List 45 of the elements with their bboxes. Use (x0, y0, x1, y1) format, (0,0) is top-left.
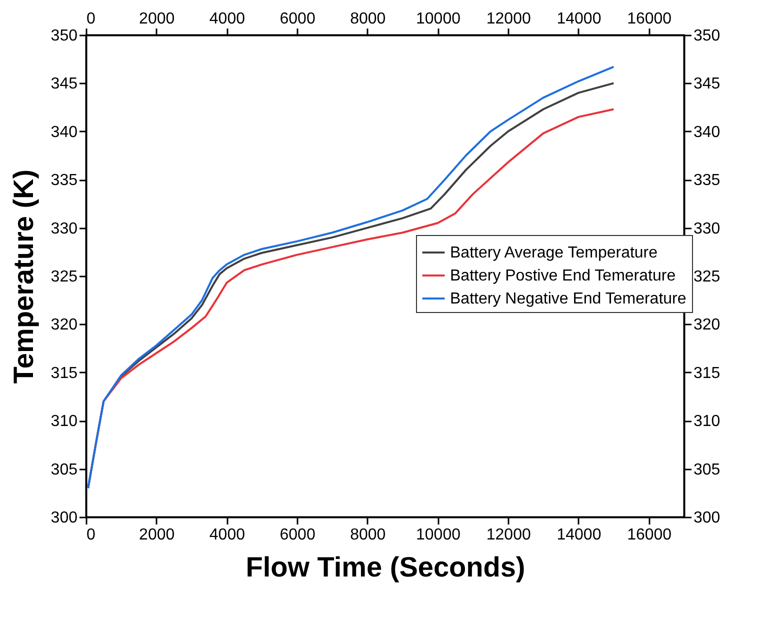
y-tick-label: 315 (50, 364, 78, 382)
y2-tick-label: 345 (694, 76, 720, 93)
y-tick-label: 300 (50, 510, 78, 526)
x-tick-label: 6000 (280, 10, 316, 28)
x-tick-label: 8000 (350, 10, 386, 28)
x2-tick-label: 8000 (350, 526, 386, 544)
y-tick-label: 325 (50, 268, 78, 286)
x-axis-title: Flow Time (Seconds) (246, 552, 526, 582)
y2-tick-label: 300 (694, 510, 720, 526)
y-tick-label: 350 (50, 28, 78, 44)
x-tick-label: 16000 (627, 10, 672, 28)
legend-label: Battery Negative End Temerature (450, 290, 686, 308)
x-tick-label: 10000 (416, 10, 461, 28)
x2-tick-label: 6000 (280, 526, 316, 544)
legend-label: Battery Average Temperature (450, 244, 658, 262)
x2-tick-label: 4000 (209, 526, 246, 544)
y-tick-label: 335 (50, 172, 78, 190)
y-tick-label: 330 (50, 220, 78, 238)
y-tick-label: 340 (50, 124, 78, 141)
x-tick-label: 12000 (486, 10, 531, 28)
x-tick-label: 4000 (209, 10, 246, 28)
x2-tick-label: 2000 (139, 526, 175, 544)
y-tick-label: 320 (50, 316, 78, 334)
x2-tick-label: 10000 (416, 526, 461, 544)
y2-tick-label: 335 (694, 172, 720, 190)
y-tick-label: 345 (50, 76, 78, 93)
x2-tick-label: 12000 (486, 526, 531, 544)
y-tick-label: 310 (50, 413, 78, 430)
x-tick-label: 2000 (139, 10, 175, 28)
y-tick-label: 305 (50, 461, 78, 478)
y2-tick-label: 330 (694, 220, 720, 238)
y-axis-title: Temperature (K) (8, 169, 39, 384)
legend-label: Battery Postive End Temerature (450, 268, 676, 284)
y2-tick-label: 315 (694, 364, 720, 382)
x-tick-label: 0 (86, 10, 96, 28)
y2-tick-label: 340 (694, 124, 720, 141)
y2-tick-label: 325 (694, 268, 720, 286)
x2-tick-label: 0 (86, 526, 96, 544)
x2-tick-label: 14000 (556, 526, 602, 544)
x2-tick-label: 16000 (627, 526, 672, 544)
x-tick-label: 14000 (556, 10, 602, 28)
y2-tick-label: 310 (694, 413, 720, 430)
y2-tick-label: 320 (694, 316, 720, 334)
y2-tick-label: 305 (694, 461, 720, 478)
y2-tick-label: 350 (694, 28, 720, 44)
